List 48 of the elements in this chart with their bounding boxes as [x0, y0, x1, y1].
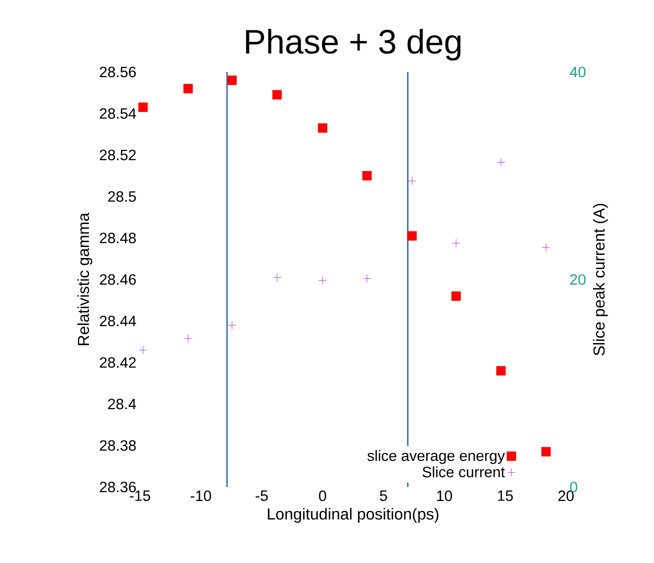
point — [496, 158, 506, 166]
y-tick-label: 28.5 — [108, 191, 136, 202]
x-tick-label: -15 — [130, 490, 150, 501]
legend-label: Slice current — [422, 466, 505, 478]
y-tick-label: 28.46 — [100, 274, 136, 285]
x-tick-label: 20 — [558, 490, 574, 502]
point — [407, 231, 417, 241]
y-tick-label: 28.54 — [100, 108, 136, 119]
x-tick-label: 5 — [380, 490, 387, 501]
point — [138, 102, 148, 112]
x-tick-label: 10 — [437, 490, 452, 502]
point — [183, 84, 193, 94]
point — [362, 274, 372, 283]
y-tick-label: 28.48 — [100, 232, 136, 244]
point — [318, 123, 328, 133]
point — [272, 90, 282, 100]
point — [362, 171, 372, 180]
x-tick-label: 15 — [498, 490, 513, 501]
legend-label: slice average energy — [367, 450, 505, 464]
point — [452, 238, 460, 248]
y2-tick-label: 0 — [570, 482, 578, 492]
point — [227, 76, 237, 85]
y-tick-label: 28.44 — [100, 316, 136, 326]
y-tick-label: 28.36 — [100, 482, 136, 492]
y2-tick-label: 20 — [570, 274, 586, 285]
point — [408, 176, 416, 186]
point — [138, 346, 148, 354]
y-tick-label: 28.4 — [108, 398, 136, 410]
point — [184, 334, 192, 343]
point — [451, 291, 461, 301]
point — [541, 447, 551, 456]
y-tick-label: 28.56 — [100, 66, 136, 78]
y-axis-title: Relativistic gamma — [77, 212, 92, 346]
y-tick-label: 28.38 — [100, 440, 136, 451]
x-tick-label: -5 — [256, 490, 268, 501]
point — [542, 243, 550, 252]
point — [272, 273, 282, 282]
y-tick-label: 28.42 — [100, 357, 136, 368]
chart-title: Phase + 3 deg — [246, 28, 460, 60]
x-tick-label: 0 — [318, 490, 326, 502]
point — [228, 320, 236, 330]
x-tick-label: -10 — [190, 490, 212, 502]
x-axis-title: Longitudinal position(ps) — [268, 508, 438, 523]
y2-axis-title: Slice peak current (A) — [592, 204, 608, 356]
point — [318, 276, 327, 285]
point — [496, 366, 506, 376]
y-tick-label: 28.52 — [100, 150, 136, 160]
y2-tick-label: 40 — [570, 66, 586, 78]
